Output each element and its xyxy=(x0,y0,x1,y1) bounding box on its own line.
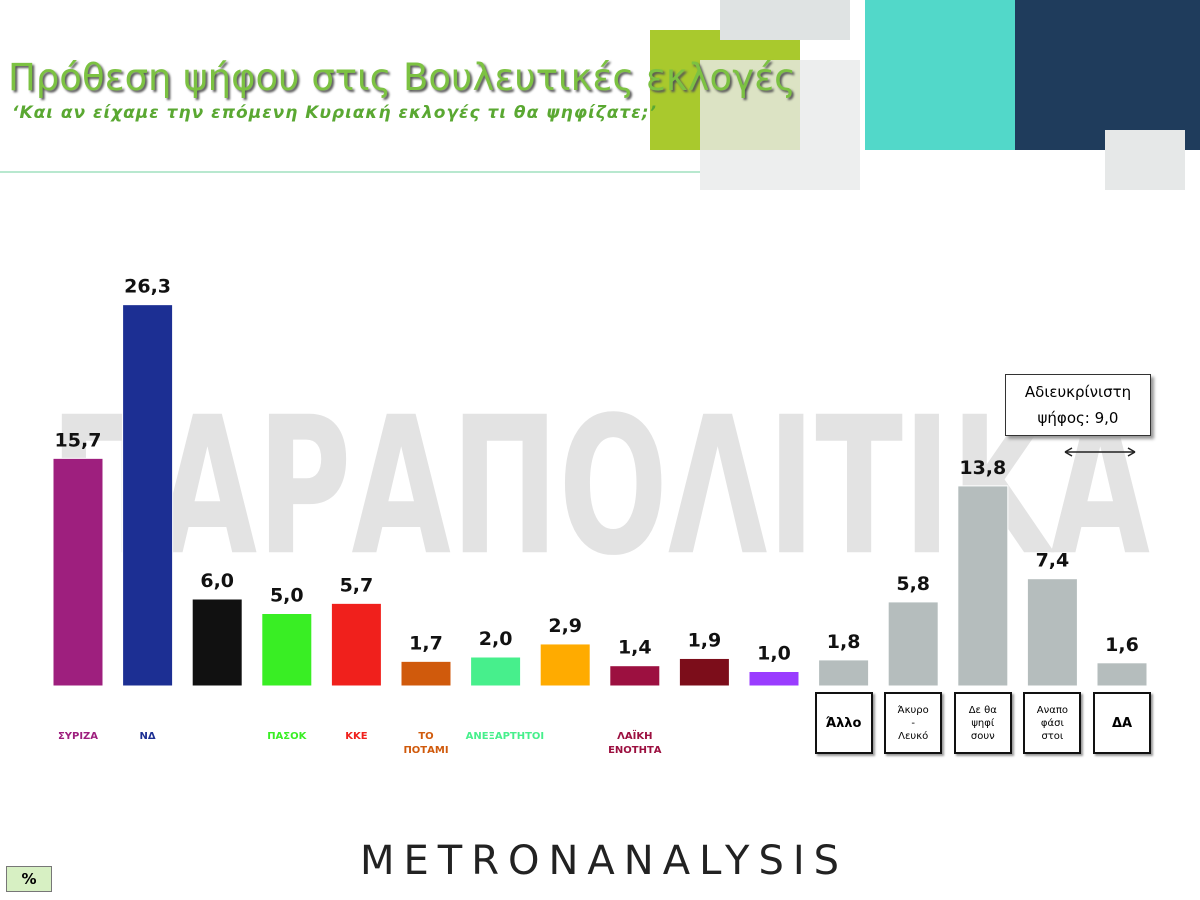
bar xyxy=(609,665,661,687)
decor xyxy=(865,0,1025,150)
arrow-head xyxy=(1064,447,1136,457)
decor xyxy=(1015,0,1200,150)
category-label: ΝΔ xyxy=(139,731,156,742)
decor xyxy=(720,0,850,40)
category-box: Δε θα ψηφί σουν xyxy=(953,692,1012,754)
decor xyxy=(1105,130,1185,190)
category-label: ΑΝΕΞΑΡΤΗΤΟΙ xyxy=(465,731,545,742)
bar xyxy=(191,598,243,687)
category-label: ΣΥΡΙΖΑ xyxy=(57,731,99,742)
value-label: 5,8 xyxy=(896,573,930,595)
bar xyxy=(330,602,382,687)
bar xyxy=(400,660,452,687)
bar xyxy=(261,613,313,687)
annotation: Αδιευκρίνιστη ψήφος: 9,0 xyxy=(1005,374,1151,436)
value-label: 2,0 xyxy=(479,628,513,650)
source: METRONANALYSIS xyxy=(360,838,849,884)
bar xyxy=(748,671,800,687)
bar xyxy=(52,457,104,687)
title: Πρόθεση ψήφου στις Βουλευτικές εκλογές xyxy=(8,56,796,99)
bar xyxy=(957,485,1009,687)
bar xyxy=(887,601,939,687)
bar xyxy=(122,304,174,687)
category-box: ΔΑ xyxy=(1093,692,1151,754)
unit: % xyxy=(6,866,52,892)
value-label: 1,6 xyxy=(1105,634,1139,656)
value-label: 2,9 xyxy=(548,615,582,637)
bar xyxy=(818,659,870,687)
decor xyxy=(700,60,860,190)
value-label: 1,9 xyxy=(688,629,722,651)
category-box: Άλλο xyxy=(814,692,873,754)
value-label: 7,4 xyxy=(1036,550,1070,572)
bar xyxy=(678,657,730,687)
value-label: 1,8 xyxy=(827,631,861,653)
category-label: ΤΟ ΠΟΤΑΜΙ xyxy=(403,731,449,756)
bar xyxy=(470,656,522,687)
value-label: 13,8 xyxy=(959,457,1006,479)
value-label: 15,7 xyxy=(55,429,102,451)
subtitle: ‘Και αν είχαμε την επόμενη Κυριακή εκλογ… xyxy=(12,103,657,123)
value-label: 1,7 xyxy=(409,632,443,654)
category-label: ΠΑΣΟΚ xyxy=(267,731,307,742)
value-label: 6,0 xyxy=(200,570,234,592)
value-label: 1,4 xyxy=(618,637,652,659)
value-label: 1,0 xyxy=(757,643,791,665)
value-label: 26,3 xyxy=(124,276,171,298)
value-label: 5,0 xyxy=(270,585,304,607)
category-label: ΛΑΪΚΗ ΕΝΟΤΗΤΑ xyxy=(608,731,662,756)
bar xyxy=(539,643,591,687)
category-box: Αναπο φάσι στοι xyxy=(1023,692,1082,754)
category-label: ΚΚΕ xyxy=(345,731,368,742)
category-box: Άκυρο - Λευκό xyxy=(884,692,943,754)
bar xyxy=(1096,662,1148,687)
bar xyxy=(1026,578,1078,687)
value-label: 5,7 xyxy=(340,574,374,596)
